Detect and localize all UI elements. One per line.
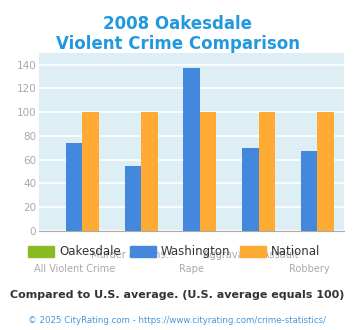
Bar [301,151,317,231]
Text: Robbery: Robbery [289,264,329,274]
Text: All Violent Crime: All Violent Crime [34,264,115,274]
Bar [184,68,200,231]
Bar [141,112,158,231]
Text: Murder & Mans...: Murder & Mans... [91,250,175,260]
Bar [242,148,259,231]
Bar [66,143,82,231]
Bar [125,166,141,231]
Text: 2008 Oakesdale: 2008 Oakesdale [103,15,252,33]
Text: Compared to U.S. average. (U.S. average equals 100): Compared to U.S. average. (U.S. average … [10,290,345,300]
Bar [200,112,216,231]
Text: © 2025 CityRating.com - https://www.cityrating.com/crime-statistics/: © 2025 CityRating.com - https://www.city… [28,316,327,325]
Text: Violent Crime Comparison: Violent Crime Comparison [55,35,300,53]
Legend: Oakesdale, Washington, National: Oakesdale, Washington, National [24,241,325,263]
Text: Aggravated Assault: Aggravated Assault [203,250,298,260]
Bar [82,112,99,231]
Bar [317,112,334,231]
Text: Rape: Rape [179,264,204,274]
Bar [259,112,275,231]
